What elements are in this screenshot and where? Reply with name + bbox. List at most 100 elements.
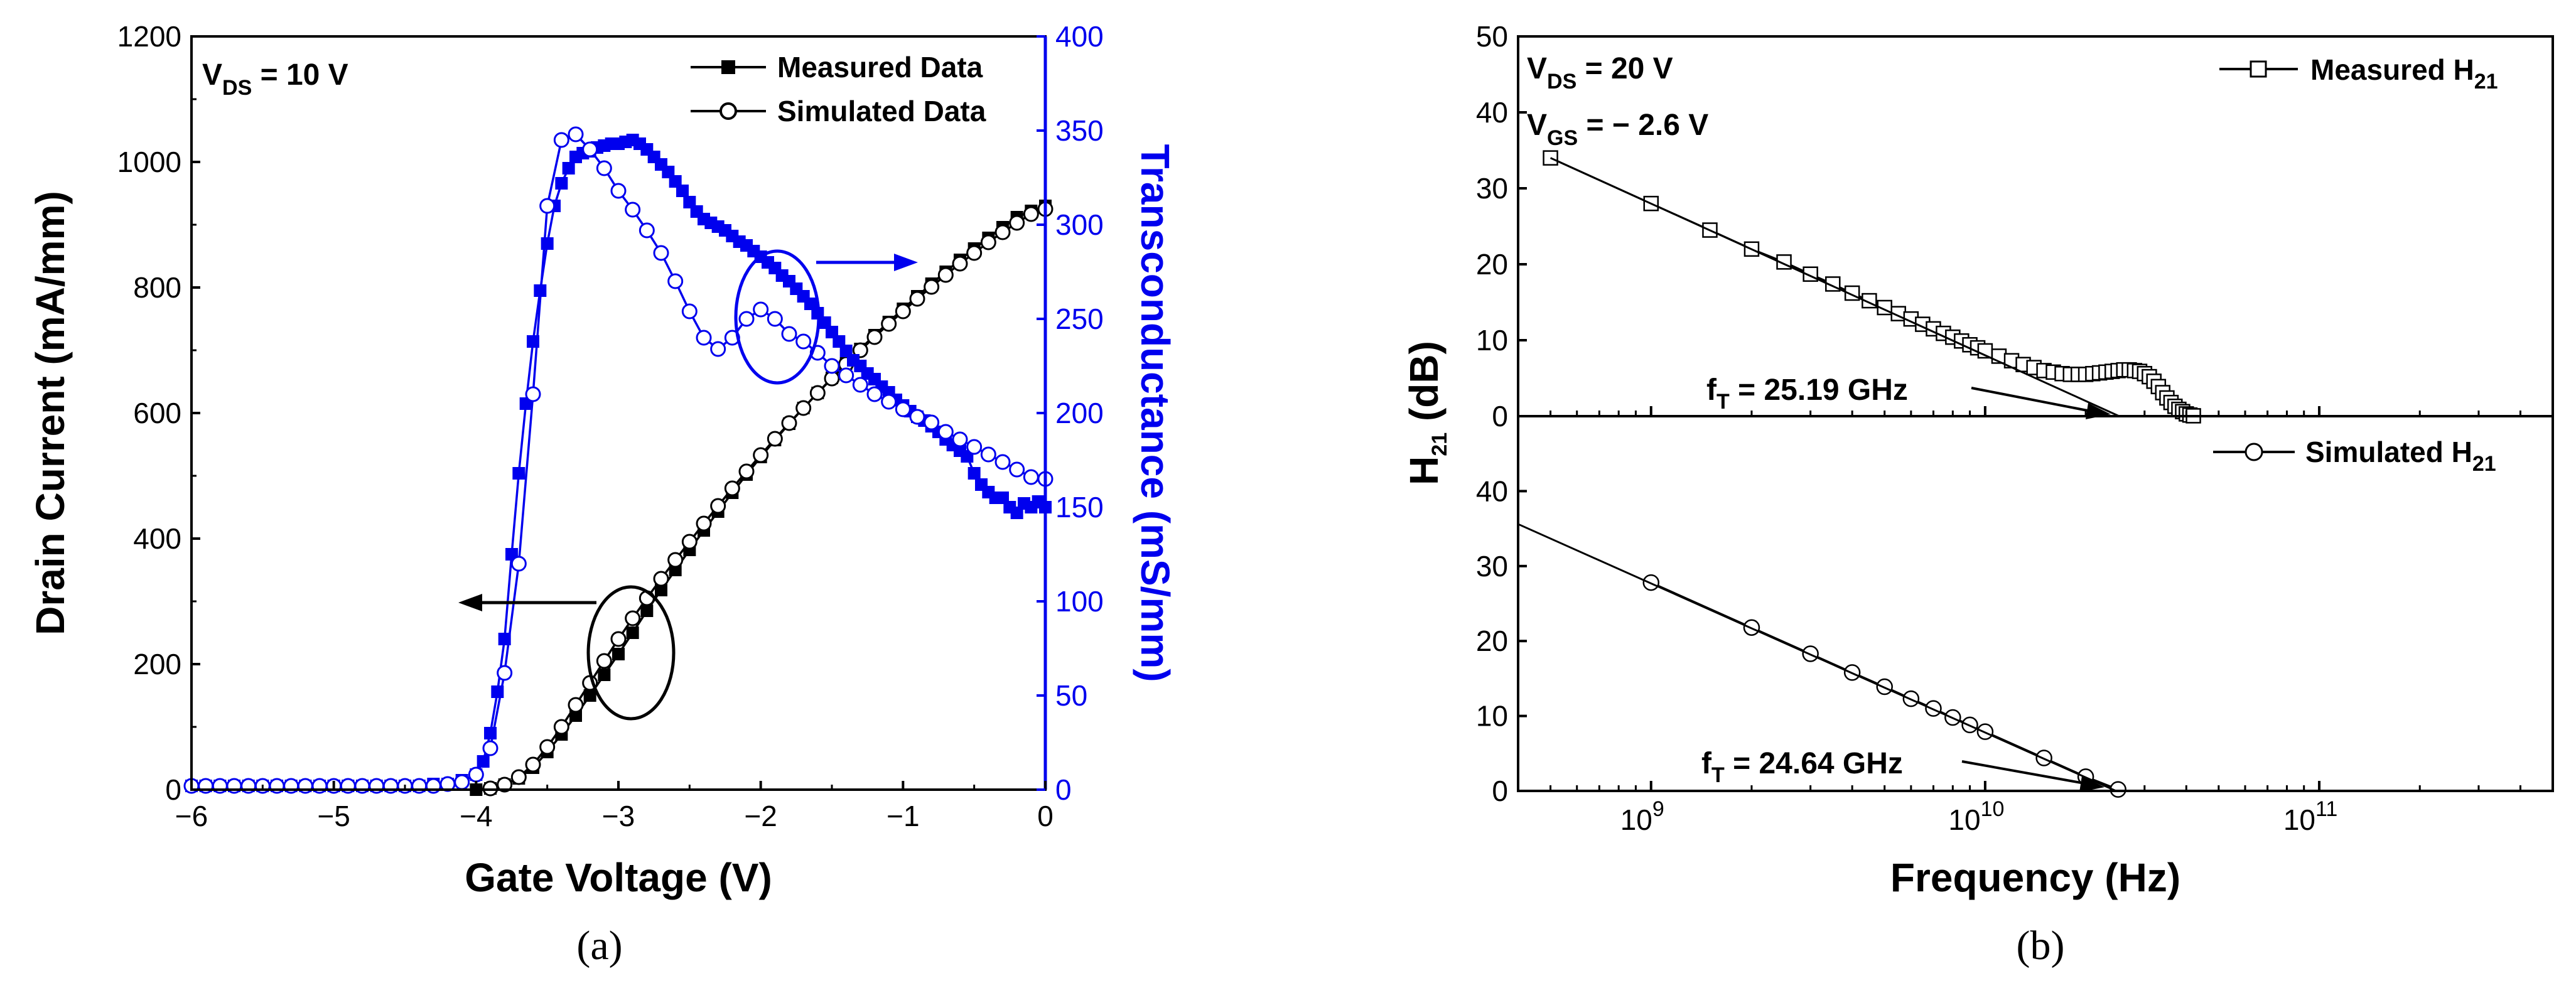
data-point-circle: [510, 769, 527, 785]
y-tick-label: 50: [1476, 20, 1508, 53]
x-tick-label: −4: [460, 800, 492, 832]
data-point-circle: [866, 386, 883, 402]
data-point-circle: [696, 330, 712, 346]
data-point-circle: [738, 311, 755, 327]
legend-simulated-h21-marker: [2245, 443, 2263, 461]
data-point-circle: [539, 739, 556, 755]
data-point-circle: [781, 415, 797, 431]
data-point-circle: [795, 333, 812, 350]
data-point-circle: [895, 303, 911, 320]
data-point-circle: [852, 342, 868, 358]
data-point-circle: [980, 234, 996, 250]
panel-b-ticks: 109 1010 1011 0 10 20 30 40 50 0 10 20 30 40: [1476, 20, 2554, 836]
y2-tick-label: 400: [1055, 20, 1104, 53]
data-point-square: [967, 467, 981, 480]
panel-b-x-axis-title: Frequency (Hz): [1890, 855, 2180, 900]
data-point-circle: [881, 316, 897, 332]
data-point-circle: [895, 401, 911, 417]
data-point-square: [541, 237, 554, 250]
data-point-square: [512, 467, 525, 480]
transconductance-arrow-head: [894, 254, 918, 271]
y-tick-label: 400: [133, 522, 181, 555]
data-point-circle: [525, 756, 541, 773]
data-point-circle: [952, 255, 968, 272]
data-point-circle: [710, 341, 726, 357]
data-point-circle: [738, 463, 755, 480]
data-point-circle: [1023, 206, 1039, 222]
y2-tick-label: 0: [1055, 773, 1072, 806]
data-point-square: [555, 177, 568, 190]
y-tick-label: 1000: [117, 146, 181, 178]
data-point-circle: [852, 377, 868, 393]
legend-simulated-h21-label: Simulated H21: [2305, 436, 2496, 476]
data-point-circle: [994, 224, 1011, 240]
data-point-circle: [767, 311, 783, 327]
y-tick-label: 10: [1476, 700, 1508, 733]
panel-a-ticks: −6 −5 −4 −3 −2 −1 0020040060080010001200050100…: [117, 20, 1104, 832]
data-point-circle: [553, 132, 569, 148]
data-point-circle: [553, 719, 569, 735]
data-point-circle: [681, 534, 698, 550]
panel-b-plot-frame: [1517, 35, 2554, 792]
series-line-3: [191, 132, 1046, 787]
data-point-circle: [510, 556, 527, 572]
series-line-1: [490, 208, 1046, 790]
data-point-circle: [767, 431, 783, 447]
panel-a-label: (a): [576, 923, 622, 969]
data-point-circle: [994, 454, 1011, 470]
data-point-circle: [525, 386, 541, 402]
y-tick-label: 600: [133, 397, 181, 429]
data-point-square: [655, 584, 667, 596]
panel-a-y-axis-title: Drain Current (mA/mm): [28, 191, 73, 635]
panel-b-data-layer: [1517, 150, 2201, 798]
data-point-square: [583, 689, 596, 702]
y-tick-label: 20: [1476, 248, 1508, 281]
legend-measured-h21-label: Measured H21: [2310, 53, 2498, 94]
legend-simulated-marker: [719, 102, 737, 120]
legend-measured-marker: [721, 60, 735, 74]
data-point-circle: [497, 665, 513, 681]
data-point-square: [562, 162, 575, 175]
data-point-circle: [710, 498, 726, 514]
y-tick-label: 0: [1492, 400, 1508, 432]
h21-series-line-0-1: [1549, 157, 2120, 417]
y-tick-label: 0: [165, 773, 181, 806]
y-tick-label: 10: [1476, 324, 1508, 357]
ft-measured-arrow: [1971, 387, 2091, 412]
data-point-circle: [966, 245, 983, 261]
h21-series-line-1-1: [1517, 523, 2116, 792]
panel-b-chart: 109 1010 1011 0 10 20 30 40 50 0 10 20 30 40 VDS = 20…: [1401, 20, 2554, 969]
panel-b-legend-measured: Measured H21: [2219, 53, 2498, 94]
panel-a-legend: Measured Data Simulated Data: [691, 51, 986, 127]
x-tick-label: 1011: [2283, 797, 2337, 836]
y2-tick-label: 350: [1055, 114, 1104, 147]
panel-a-chart: −6 −5 −4 −3 −2 −1 0020040060080010001200050100…: [28, 20, 1178, 969]
ft-simulated-arrow: [1961, 760, 2085, 785]
data-point-circle: [980, 446, 996, 463]
data-point-circle: [667, 552, 684, 568]
data-point-circle: [924, 279, 940, 295]
data-point-circle: [482, 740, 498, 756]
panel-a-data-layer: [183, 126, 1054, 797]
data-point-circle: [596, 160, 612, 176]
data-point-square: [640, 604, 654, 617]
data-point-square: [612, 648, 625, 660]
y2-tick-label: 200: [1055, 397, 1104, 429]
series-line-2: [191, 139, 1047, 787]
drain-current-arrow-head: [458, 594, 482, 611]
panel-b-label: (b): [2017, 923, 2065, 969]
data-point-circle: [468, 766, 484, 783]
vds-annotation: VDS = 10 V: [202, 58, 348, 100]
y-tick-label: 800: [133, 271, 181, 304]
data-point-circle: [568, 697, 584, 713]
data-point-circle: [838, 367, 854, 384]
data-point-circle: [909, 291, 925, 307]
x-tick-label: 1010: [1948, 797, 2004, 836]
data-point-circle: [625, 610, 641, 626]
data-point-circle: [753, 301, 769, 318]
data-point-circle: [610, 183, 627, 199]
ft-simulated-label: fT = 24.64 GHz: [1701, 747, 1903, 787]
data-point-circle: [1009, 461, 1025, 478]
y-tick-label: 20: [1476, 625, 1508, 657]
